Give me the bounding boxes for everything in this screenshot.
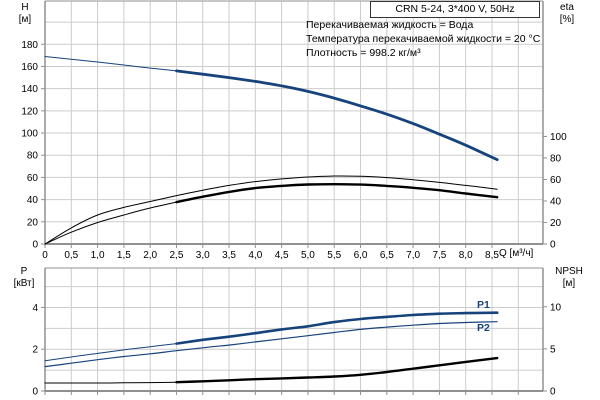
svg-text:5,5: 5,5 <box>327 250 341 261</box>
h-axis-unit: [м] <box>18 14 32 25</box>
svg-text:0: 0 <box>550 240 556 251</box>
eta-axis-unit: [%] <box>559 14 575 25</box>
h-axis-name: H <box>21 2 29 13</box>
svg-text:20: 20 <box>27 217 39 228</box>
annotation-temperature: Температура перекачиваемой жидкости = 20… <box>306 33 541 45</box>
annotation-fluid: Перекачиваемая жидкость = Вода <box>306 19 474 31</box>
svg-text:3,5: 3,5 <box>222 250 236 261</box>
svg-text:100: 100 <box>550 132 567 143</box>
p-axis-label: P [кВт] <box>4 266 44 290</box>
p-axis-unit: [кВт] <box>13 278 35 289</box>
svg-text:0: 0 <box>42 250 48 261</box>
svg-text:6,5: 6,5 <box>380 250 394 261</box>
npsh-axis-name: NPSH <box>555 266 583 277</box>
p-axis-name: P <box>20 266 28 277</box>
chart-title-box: CRN 5-24, 3*400 V, 50Hz <box>370 1 540 18</box>
svg-text:4,0: 4,0 <box>248 250 262 261</box>
svg-text:160: 160 <box>21 62 38 73</box>
p1-curve-label: P1 <box>477 299 490 311</box>
eta-axis-name: eta <box>560 2 574 13</box>
q-axis-label: Q [м³/ч] <box>499 248 534 259</box>
svg-text:5: 5 <box>550 344 556 355</box>
svg-text:1,0: 1,0 <box>91 250 105 261</box>
svg-text:2,5: 2,5 <box>170 250 184 261</box>
svg-text:120: 120 <box>21 106 38 117</box>
svg-text:8,0: 8,0 <box>459 250 473 261</box>
svg-text:5,0: 5,0 <box>301 250 315 261</box>
npsh-axis-unit: [м] <box>562 278 576 289</box>
svg-text:7,5: 7,5 <box>432 250 446 261</box>
svg-text:60: 60 <box>550 175 562 186</box>
svg-text:40: 40 <box>27 195 39 206</box>
svg-text:60: 60 <box>27 173 39 184</box>
h-axis-label: H [м] <box>8 2 42 26</box>
svg-text:10: 10 <box>550 302 562 313</box>
eta-axis-label: eta [%] <box>548 2 586 26</box>
svg-text:8,5: 8,5 <box>485 250 499 261</box>
annotation-density: Плотность = 998.2 кг/м³ <box>306 47 421 59</box>
svg-text:0: 0 <box>32 240 38 251</box>
svg-text:2: 2 <box>32 345 38 356</box>
svg-text:180: 180 <box>21 40 38 51</box>
svg-text:0: 0 <box>550 387 556 398</box>
svg-text:100: 100 <box>21 129 38 140</box>
svg-text:7,0: 7,0 <box>406 250 420 261</box>
svg-text:3,0: 3,0 <box>196 250 210 261</box>
svg-text:6,0: 6,0 <box>354 250 368 261</box>
npsh-axis-label: NPSH [м] <box>544 266 594 290</box>
svg-text:4,5: 4,5 <box>275 250 289 261</box>
p2-curve-label: P2 <box>477 322 490 334</box>
svg-text:2,0: 2,0 <box>143 250 157 261</box>
svg-text:80: 80 <box>550 153 562 164</box>
svg-text:4: 4 <box>32 303 38 314</box>
svg-text:0: 0 <box>32 387 38 398</box>
svg-text:20: 20 <box>550 218 562 229</box>
svg-text:40: 40 <box>550 196 562 207</box>
svg-text:0,5: 0,5 <box>64 250 78 261</box>
svg-text:1,5: 1,5 <box>117 250 131 261</box>
svg-text:80: 80 <box>27 151 39 162</box>
svg-text:140: 140 <box>21 84 38 95</box>
